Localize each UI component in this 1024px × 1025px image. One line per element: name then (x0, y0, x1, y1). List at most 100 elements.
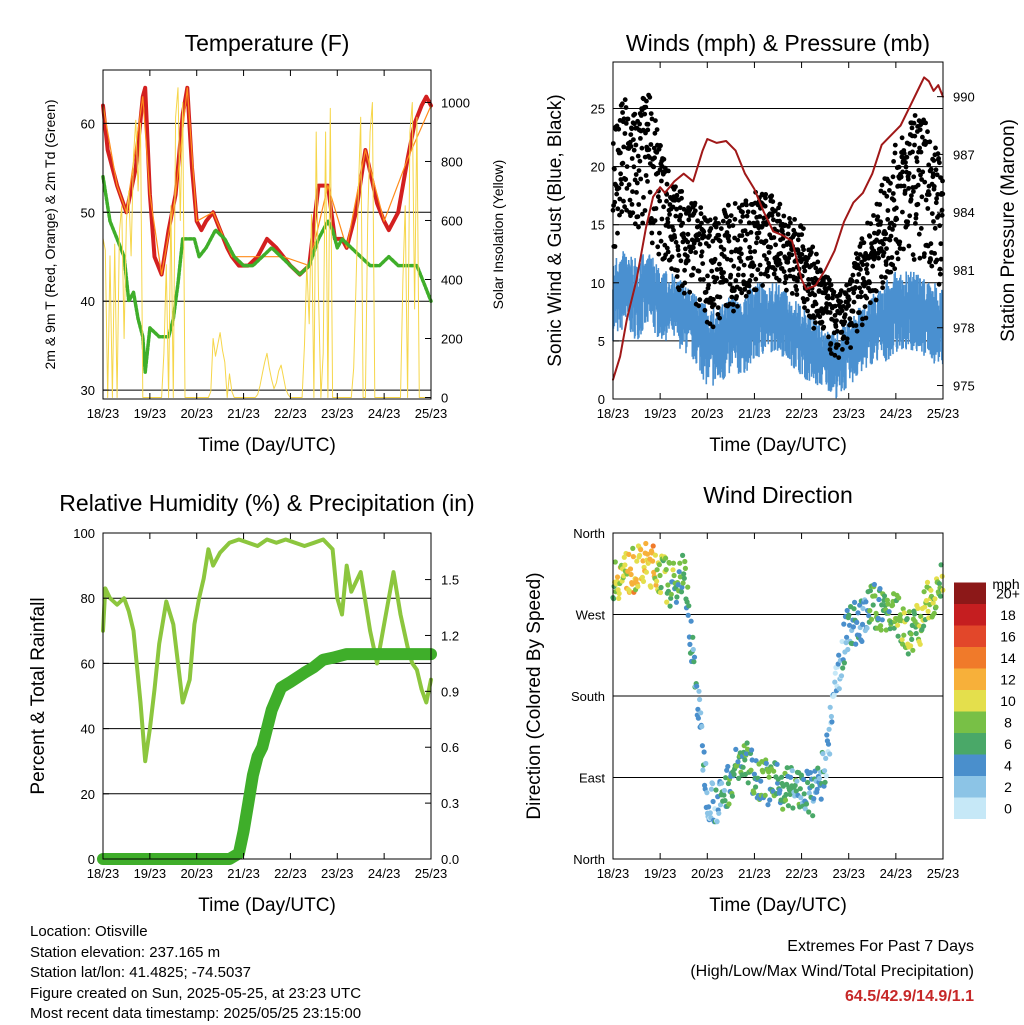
gust-point (897, 239, 903, 245)
gust-point (724, 256, 730, 262)
direction-point (751, 771, 758, 777)
gust-point (887, 188, 892, 193)
gust-point (645, 121, 651, 127)
direction-point (658, 584, 664, 591)
gust-point (815, 259, 821, 265)
gust-point (817, 314, 823, 320)
x-tick-label: 22/23 (785, 406, 818, 421)
colorbar-label: 8 (1004, 714, 1012, 730)
gust-point (888, 233, 894, 239)
plot-area (97, 537, 437, 865)
gust-point (630, 189, 635, 195)
gust-point (721, 247, 727, 252)
gust-point (717, 294, 723, 300)
series-gust-points (610, 92, 946, 360)
gust-point (918, 226, 924, 231)
gust-point (666, 224, 672, 229)
gust-point (756, 230, 762, 236)
direction-point (933, 604, 939, 610)
gust-point (651, 164, 657, 170)
gust-point (658, 238, 664, 244)
gust-point (673, 239, 679, 245)
gust-point (926, 192, 932, 198)
x-tick-label: 22/23 (785, 866, 818, 881)
gust-point (755, 235, 760, 241)
direction-point (695, 706, 701, 712)
direction-point (925, 608, 931, 615)
direction-point (905, 651, 911, 657)
gust-point (621, 198, 626, 204)
gust-point (748, 255, 754, 261)
direction-point (913, 630, 919, 637)
gust-point (744, 202, 749, 208)
x-tick-label: 23/23 (832, 866, 865, 881)
direction-point (823, 773, 829, 779)
gust-point (857, 285, 863, 291)
gust-point (752, 249, 758, 254)
gust-point (712, 256, 718, 262)
gust-point (646, 147, 652, 153)
gust-point (859, 236, 865, 242)
gust-point (630, 210, 636, 216)
gust-point (682, 267, 687, 273)
gust-point (753, 276, 759, 282)
gust-point (692, 208, 698, 214)
gust-point (667, 212, 672, 217)
gust-point (742, 228, 748, 234)
gust-point (850, 309, 856, 314)
gust-point (908, 197, 914, 203)
gust-point (737, 286, 743, 292)
colorbar-swatch (954, 582, 986, 604)
gust-point (891, 159, 896, 164)
gust-point (768, 245, 773, 250)
gust-point (782, 280, 788, 286)
gust-point (851, 299, 857, 305)
gust-point (632, 221, 638, 227)
direction-point (714, 819, 720, 825)
gust-point (648, 142, 654, 147)
direction-point (696, 688, 702, 694)
x-tick-label: 19/23 (134, 866, 167, 881)
direction-point (713, 787, 719, 793)
y-axis-label: Direction (Colored By Speed) (524, 572, 545, 819)
extremes-title: Extremes For Past 7 Days (787, 938, 974, 955)
gust-point (857, 252, 863, 257)
gust-point (648, 111, 654, 116)
x-tick-label: 21/23 (738, 866, 771, 881)
series-9m-t-line (102, 87, 432, 276)
direction-point (867, 588, 874, 594)
direction-point (864, 625, 870, 631)
gust-point (669, 254, 675, 260)
gust-point (702, 234, 707, 239)
direction-point (826, 726, 832, 732)
direction-point (863, 599, 869, 605)
gust-point (909, 125, 915, 131)
gust-point (890, 191, 896, 196)
direction-point (824, 732, 830, 738)
gust-point (647, 189, 653, 195)
direction-point (857, 602, 863, 608)
colorbar-swatch (954, 647, 986, 669)
direction-point (790, 805, 796, 811)
gust-point (826, 334, 831, 340)
gust-point (624, 164, 630, 170)
gust-point (786, 255, 792, 261)
latlon-line: Station lat/lon: 41.4825; -74.5037 (30, 964, 252, 981)
gust-point (911, 174, 917, 180)
direction-point (823, 755, 829, 762)
direction-point (681, 575, 687, 581)
x-tick-label: 23/23 (321, 406, 354, 421)
gust-point (799, 252, 805, 257)
gust-point (882, 236, 888, 242)
gust-point (706, 282, 711, 288)
gust-point (665, 249, 671, 255)
direction-point (839, 638, 845, 645)
direction-point (908, 631, 914, 637)
gust-point (780, 228, 785, 234)
gust-point (917, 255, 923, 261)
gust-point (674, 206, 679, 212)
direction-point (726, 801, 732, 807)
gust-point (649, 216, 654, 221)
gust-point (665, 219, 671, 225)
direction-point (648, 584, 654, 590)
